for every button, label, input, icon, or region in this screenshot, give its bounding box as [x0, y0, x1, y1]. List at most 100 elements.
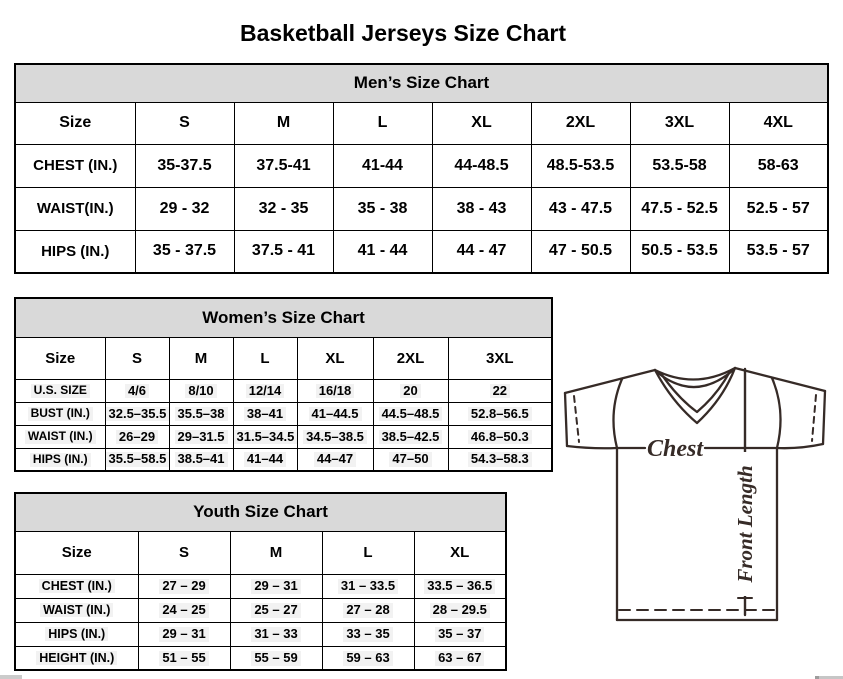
women-cell: 44.5–48.5	[372, 401, 449, 426]
men-cell: 38 - 43	[431, 186, 532, 231]
cell-text: U.S. SIZE	[30, 383, 90, 398]
cell-text: 44.5–48.5	[378, 406, 443, 422]
cell-text: 41–44.5	[308, 406, 362, 422]
women-column-header: 3XL	[447, 336, 553, 380]
cell-text: 47–50	[389, 451, 432, 468]
cell-text: 27 – 28	[343, 602, 393, 618]
men-cell: 52.5 - 57	[728, 186, 829, 231]
cell-text: CHEST (IN.)	[38, 578, 115, 594]
women-cell: 12/14	[232, 378, 298, 403]
page-title: Basketball Jerseys Size Chart	[239, 20, 566, 47]
women-data-row: U.S. SIZE 4/6 8/10 12/14 16/18 20 22	[14, 378, 553, 403]
women-data-row: BUST (IN.) 32.5–35.5 35.5–38 38–41 41–44.5 44…	[14, 401, 553, 426]
youth-data-row: CHEST (IN.) 27 – 29 29 – 31 31 – 33.5 33.5 –…	[14, 573, 507, 599]
cell-text: 29–31.5	[174, 429, 228, 445]
women-cell: 22	[447, 378, 553, 403]
men-cell: 47.5 - 52.5	[629, 186, 730, 231]
cell-text: 38.5–42.5	[378, 429, 443, 445]
youth-data-row: WAIST (IN.) 24 – 25 25 – 27 27 – 28 28 – 29.…	[14, 597, 507, 623]
men-cell: 53.5 - 57	[728, 229, 829, 274]
women-cell: 35.5–58.5	[104, 447, 170, 472]
cell-text: 44–47	[313, 451, 357, 468]
youth-cell: 28 – 29.5	[413, 597, 507, 623]
women-cell: 34.5–38.5	[296, 424, 374, 449]
cell-text: 4/6	[124, 383, 150, 399]
cell-text: 16/18	[315, 383, 355, 399]
men-cell: 35-37.5	[134, 143, 235, 188]
men-cell: 58-63	[728, 143, 829, 188]
cell-text: HIPS (IN.)	[29, 452, 91, 467]
cell-text: 33 – 35	[343, 626, 393, 642]
women-column-header: XL	[296, 336, 374, 380]
cell-text: 28 – 29.5	[429, 602, 490, 618]
youth-row-label: HEIGHT (IN.)	[14, 645, 139, 671]
women-cell: 29–31.5	[168, 424, 234, 449]
cell-text: BUST (IN.)	[27, 406, 93, 421]
horizontal-scrollbar-fragment-right[interactable]	[815, 676, 843, 679]
youth-column-header: XL	[413, 530, 507, 575]
cell-text: 46.8–50.3	[467, 429, 532, 445]
chest-label: Chest	[647, 436, 704, 462]
youth-cell: 29 – 31	[229, 573, 323, 599]
women-cell: 41–44	[232, 447, 298, 472]
youth-cell: 51 – 55	[137, 645, 231, 671]
cell-text: 33.5 – 36.5	[424, 578, 496, 594]
cell-text: 29 – 31	[159, 626, 209, 642]
youth-table-title: Youth Size Chart	[14, 492, 507, 532]
cell-text: 38–41	[243, 406, 287, 422]
cell-text: 32.5–35.5	[105, 406, 170, 422]
youth-cell: 63 – 67	[413, 645, 507, 671]
men-column-header: XL	[431, 101, 532, 145]
women-data-row: WAIST (IN.) 26–29 29–31.5 31.5–34.5 34.5–38.…	[14, 424, 553, 449]
cell-text: 35.5–38	[174, 406, 228, 422]
cell-text: 54.3–58.3	[467, 451, 532, 468]
men-data-row: WAIST(IN.) 29 - 32 32 - 35 35 - 38 38 - 43 43…	[14, 186, 829, 231]
jersey-measurement-diagram: Chest Front Length	[562, 362, 832, 627]
men-column-header: M	[233, 101, 334, 145]
cell-text: WAIST (IN.)	[40, 602, 114, 618]
cell-text: 59 – 63	[343, 650, 393, 666]
men-cell: 35 - 37.5	[134, 229, 235, 274]
women-cell: 52.8–56.5	[447, 401, 553, 426]
youth-cell: 29 – 31	[137, 621, 231, 647]
men-cell: 50.5 - 53.5	[629, 229, 730, 274]
women-row-label: WAIST (IN.)	[14, 424, 106, 449]
men-cell: 44 - 47	[431, 229, 532, 274]
women-row-label: U.S. SIZE	[14, 378, 106, 403]
cell-text: 31 – 33.5	[337, 578, 399, 594]
men-column-header: 3XL	[629, 101, 730, 145]
men-cell: 44-48.5	[431, 143, 532, 188]
cell-text: WAIST (IN.)	[24, 429, 96, 444]
youth-cell: 31 – 33	[229, 621, 323, 647]
women-cell: 46.8–50.3	[447, 424, 553, 449]
cell-text: 34.5–38.5	[303, 429, 367, 445]
men-column-header: Size	[14, 101, 136, 145]
youth-cell: 33 – 35	[321, 621, 415, 647]
youth-cell: 55 – 59	[229, 645, 323, 671]
men-data-row: CHEST (IN.) 35-37.5 37.5-41 41-44 44-48.5 48.…	[14, 143, 829, 188]
cell-text: 8/10	[185, 383, 217, 399]
men-cell: 37.5-41	[233, 143, 334, 188]
horizontal-scrollbar-fragment-left[interactable]	[0, 675, 22, 679]
men-cell: 41-44	[332, 143, 433, 188]
front-length-label-backing	[733, 452, 756, 596]
men-column-header: 4XL	[728, 101, 829, 145]
women-data-row: HIPS (IN.) 35.5–58.5 38.5–41 41–44 44–47 47–5…	[14, 447, 553, 472]
men-cell: 35 - 38	[332, 186, 433, 231]
cell-text: 31.5–34.5	[233, 429, 298, 445]
men-column-header: L	[332, 101, 433, 145]
men-row-label: HIPS (IN.)	[14, 229, 136, 274]
youth-cell: 25 – 27	[229, 597, 323, 623]
youth-cell: 33.5 – 36.5	[413, 573, 507, 599]
cell-text: 52.8–56.5	[467, 406, 532, 422]
men-cell: 43 - 47.5	[530, 186, 631, 231]
men-row-label: WAIST(IN.)	[14, 186, 136, 231]
cell-text: 55 – 59	[251, 650, 301, 666]
cell-text: 29 – 31	[251, 578, 301, 594]
women-cell: 54.3–58.3	[447, 447, 553, 472]
men-cell: 32 - 35	[233, 186, 334, 231]
youth-cell: 27 – 29	[137, 573, 231, 599]
cell-text: 38.5–41	[174, 451, 228, 468]
cell-text: 41–44	[243, 451, 287, 468]
cell-text: 35 – 37	[435, 626, 485, 642]
